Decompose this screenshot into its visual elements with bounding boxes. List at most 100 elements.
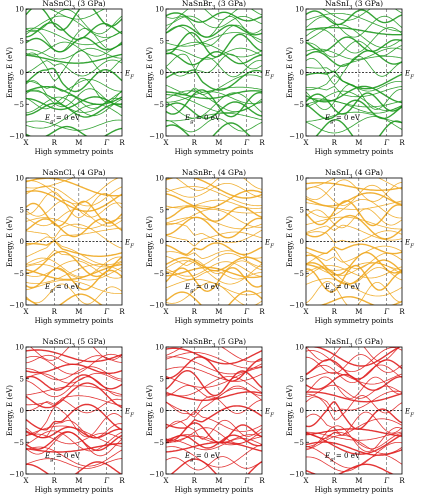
band-line <box>306 401 402 430</box>
band-line <box>166 261 262 277</box>
panel-title: NaSnI3 (5 GPa) <box>325 337 383 349</box>
band-line <box>306 431 402 441</box>
band-line <box>166 47 262 60</box>
fermi-label: EF <box>264 239 274 250</box>
band-line <box>166 216 262 239</box>
y-tick-label: 5 <box>300 375 304 383</box>
y-tick-label: −5 <box>154 101 164 109</box>
band-line <box>26 403 122 431</box>
x-tick-label: M <box>75 308 82 316</box>
band-line <box>306 347 400 362</box>
band-line <box>306 259 402 286</box>
band-line <box>306 364 402 384</box>
band-panel-1: NaSnCl3 (3 GPa) EF Eg = 0 eV −10 −5 0 5 10 X R M Γ R… <box>6 0 134 156</box>
band-gap-label: Eg = 0 eV <box>184 452 221 463</box>
x-tick-label: R <box>119 477 125 485</box>
band-panel-8: NaSnBr3 (5 GPa) EF Eg = 0 eV −10 −5 0 5 10 X R M Γ R… <box>146 337 274 494</box>
band-line <box>166 405 262 429</box>
band-line <box>166 396 262 415</box>
x-tick-label: Γ <box>383 477 390 485</box>
band-lines <box>26 347 122 474</box>
band-line <box>306 111 402 124</box>
band-line <box>26 185 122 207</box>
band-line <box>26 199 122 218</box>
y-tick-label: −5 <box>154 439 164 447</box>
band-line <box>306 358 402 380</box>
fermi-label: EF <box>124 70 134 81</box>
band-line <box>26 9 122 35</box>
x-tick-label: R <box>192 139 198 147</box>
band-line <box>166 256 262 272</box>
x-tick-label: M <box>355 139 362 147</box>
band-line <box>26 363 122 374</box>
band-line <box>26 119 122 131</box>
y-tick-label: 0 <box>20 69 24 77</box>
y-tick-label: −5 <box>154 270 164 278</box>
band-line <box>166 422 262 444</box>
band-line <box>166 352 262 369</box>
band-line <box>306 431 402 450</box>
band-lines <box>166 347 262 474</box>
x-tick-label: R <box>52 139 58 147</box>
band-line <box>26 178 122 189</box>
band-line <box>26 446 122 467</box>
y-tick-label: 5 <box>160 37 164 45</box>
band-line <box>26 256 122 278</box>
x-tick-label: M <box>215 308 222 316</box>
band-line <box>306 391 402 403</box>
band-line <box>26 217 122 229</box>
band-line <box>166 91 262 105</box>
band-line <box>26 279 122 294</box>
band-line <box>306 99 402 114</box>
x-tick-label: R <box>399 139 405 147</box>
x-tick-label: M <box>215 139 222 147</box>
band-line <box>166 278 262 296</box>
band-line <box>306 214 402 240</box>
band-line <box>26 442 122 453</box>
band-line <box>26 293 104 305</box>
y-tick-label: −10 <box>9 302 24 310</box>
band-line <box>166 419 262 440</box>
band-line <box>26 178 121 205</box>
y-axis-label: Energy, E (eV) <box>286 385 294 436</box>
y-tick-label: 5 <box>20 206 24 214</box>
y-tick-label: 10 <box>155 6 164 14</box>
y-tick-label: −5 <box>14 101 24 109</box>
x-tick-label: Γ <box>383 139 390 147</box>
band-line <box>166 15 262 29</box>
band-line <box>166 57 262 78</box>
x-tick-label: Γ <box>103 139 110 147</box>
y-axis-label: Energy, E (eV) <box>6 47 14 98</box>
band-line <box>166 356 262 375</box>
band-line <box>26 420 122 439</box>
band-line <box>306 296 402 305</box>
x-tick-label: X <box>164 308 169 316</box>
band-line <box>170 458 262 474</box>
band-line <box>306 192 402 207</box>
band-line <box>306 441 402 456</box>
y-tick-label: 10 <box>155 344 164 352</box>
band-gap-label: Eg = 0 eV <box>324 114 361 125</box>
x-tick-label: R <box>399 308 405 316</box>
band-line <box>306 26 402 36</box>
band-line <box>26 223 122 249</box>
y-tick-label: −10 <box>149 471 164 479</box>
x-tick-label: Γ <box>103 477 110 485</box>
band-line <box>306 116 402 134</box>
band-line <box>166 290 262 305</box>
band-line <box>306 85 402 104</box>
band-line <box>26 190 122 212</box>
band-line <box>166 438 262 451</box>
band-line <box>306 248 402 270</box>
band-gap-label: Eg = 0 eV <box>184 283 221 294</box>
y-tick-label: 5 <box>300 37 304 45</box>
x-tick-label: Γ <box>243 477 250 485</box>
band-gap-label: Eg = 0 eV <box>44 114 81 125</box>
panel-title: NaSnI3 (3 GPa) <box>325 0 383 11</box>
band-line <box>26 374 122 391</box>
x-tick-label: R <box>192 308 198 316</box>
y-tick-label: 5 <box>20 375 24 383</box>
band-line <box>166 86 262 96</box>
y-tick-label: 0 <box>160 407 164 415</box>
band-panel-9: NaSnI3 (5 GPa) EF Eg = 0 eV −10 −5 0 5 10 X R M Γ RH… <box>286 337 414 494</box>
